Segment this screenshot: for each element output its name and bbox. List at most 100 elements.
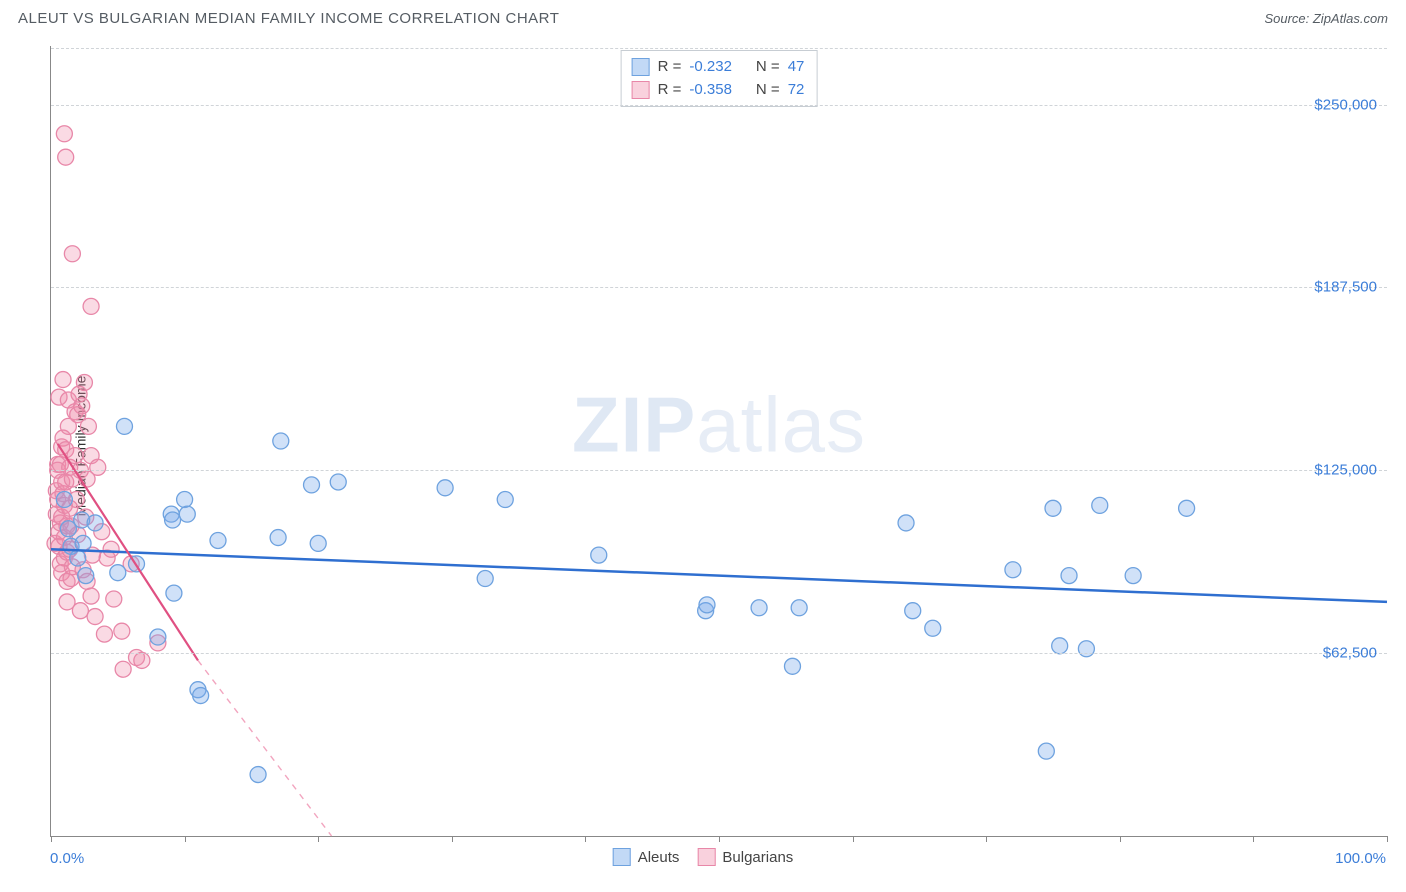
data-point [1005,562,1021,578]
data-point [110,565,126,581]
x-tick [185,836,186,842]
n-value: 72 [788,79,805,102]
x-tick [51,836,52,842]
trend-line [51,549,1387,602]
data-point [72,603,88,619]
data-point [90,459,106,475]
data-point [80,418,96,434]
r-value: -0.358 [689,79,732,102]
legend-label: Bulgarians [722,849,793,866]
y-tick-label: $250,000 [1314,96,1377,113]
data-point [791,600,807,616]
n-value: 47 [788,56,805,79]
gridline [51,105,1387,106]
x-tick [585,836,586,842]
data-point [1078,641,1094,657]
data-point [78,568,94,584]
y-tick-label: $187,500 [1314,279,1377,296]
data-point [699,597,715,613]
data-point [96,626,112,642]
data-point [905,603,921,619]
data-point [150,629,166,645]
data-point [1179,500,1195,516]
gridline [51,48,1387,49]
x-tick [1387,836,1388,842]
data-point [1045,500,1061,516]
data-point [591,547,607,563]
data-point [477,571,493,587]
data-point [1052,638,1068,654]
correlation-stats-box: R = -0.232 N = 47 R = -0.358 N = 72 [621,50,818,107]
data-point [87,609,103,625]
data-point [273,433,289,449]
x-tick [986,836,987,842]
gridline [51,470,1387,471]
x-tick [318,836,319,842]
data-point [1038,743,1054,759]
data-point [210,532,226,548]
gridline [51,287,1387,288]
data-point [70,550,86,566]
data-point [74,398,90,414]
x-tick [1120,836,1121,842]
data-point [114,623,130,639]
r-label: R = [658,56,682,79]
chart-plot-area: ZIPatlas R =-0.232N =47R =-0.358N =72 $6… [50,46,1387,837]
x-axis-min-label: 0.0% [50,850,84,867]
data-point [751,600,767,616]
stat-row: R = -0.358 N = 72 [632,79,805,102]
data-point [55,372,71,388]
scatter-svg [51,46,1387,836]
data-point [304,477,320,493]
legend-swatch [613,848,631,866]
x-tick [853,836,854,842]
data-point [64,246,80,262]
x-tick [719,836,720,842]
stat-row: R = -0.232 N = 47 [632,56,805,79]
legend-item: Aleuts [613,848,680,866]
data-point [83,588,99,604]
chart-title: ALEUT VS BULGARIAN MEDIAN FAMILY INCOME … [18,10,559,27]
data-point [310,535,326,551]
y-tick-label: $62,500 [1323,645,1377,662]
legend-swatch [632,81,650,99]
data-point [116,418,132,434]
trend-line [198,660,332,836]
y-tick-label: $125,000 [1314,462,1377,479]
data-point [134,652,150,668]
data-point [250,767,266,783]
legend-swatch [632,58,650,76]
data-point [106,591,122,607]
data-point [76,374,92,390]
data-point [115,661,131,677]
legend-swatch [697,848,715,866]
data-point [56,126,72,142]
x-tick [1253,836,1254,842]
data-point [87,515,103,531]
data-point [1125,568,1141,584]
data-point [56,492,72,508]
legend-item: Bulgarians [697,848,793,866]
n-label: N = [756,56,780,79]
data-point [193,688,209,704]
data-point [165,512,181,528]
data-point [1092,497,1108,513]
data-point [898,515,914,531]
data-point [330,474,346,490]
data-point [270,530,286,546]
source-label: Source: ZipAtlas.com [1264,11,1388,26]
data-point [58,149,74,165]
n-label: N = [756,79,780,102]
x-axis-max-label: 100.0% [1335,850,1386,867]
data-point [75,535,91,551]
legend-label: Aleuts [638,849,680,866]
r-value: -0.232 [689,56,732,79]
data-point [784,658,800,674]
data-point [83,298,99,314]
data-point [437,480,453,496]
data-point [103,541,119,557]
series-legend: Aleuts Bulgarians [613,848,794,866]
r-label: R = [658,79,682,102]
data-point [497,492,513,508]
gridline [51,653,1387,654]
